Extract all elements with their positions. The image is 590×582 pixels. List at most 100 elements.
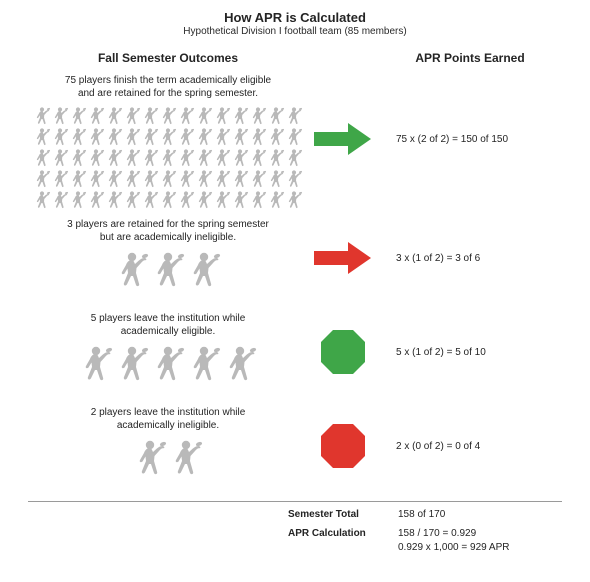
player-icon [249,190,267,211]
player-icon [195,148,213,169]
player-icon [69,190,87,211]
sections: 75 players finish the term academically … [28,75,562,485]
section-desc: 3 players are retained for the spring se… [28,219,308,244]
player-icon [105,190,123,211]
player-icon [123,127,141,148]
left-column-header: Fall Semester Outcomes [28,51,308,65]
octagon-icon [308,407,378,485]
player-icon [33,127,51,148]
player-icon [159,169,177,190]
player-icon [222,344,258,386]
player-icon [78,344,114,386]
player-icon [177,127,195,148]
player-icon [267,106,285,127]
player-icons [28,250,308,292]
player-icon [69,169,87,190]
player-icon [69,106,87,127]
player-icon [186,250,222,292]
arrow-icon [308,219,378,297]
right-column-header: APR Points Earned [378,51,562,65]
points-calc: 75 x (2 of 2) = 150 of 150 [378,75,562,203]
player-icon [132,438,168,480]
player-icon [249,169,267,190]
totals-row-1: Semester Total 158 of 170 [28,508,562,523]
octagon-icon [308,313,378,391]
player-icon [114,344,150,386]
player-icon [267,169,285,190]
player-icon [285,106,303,127]
player-icon [159,127,177,148]
player-icon [285,190,303,211]
player-icon [105,127,123,148]
main-title: How APR is Calculated [28,10,562,25]
player-icon [105,106,123,127]
player-icon [195,106,213,127]
player-icon [141,106,159,127]
section-desc: 2 players leave the institution whileaca… [28,407,308,432]
player-icon [51,190,69,211]
apr-calc-line2: 0.929 x 1,000 = 929 APR [398,542,509,553]
player-icon [168,438,204,480]
player-icon [159,106,177,127]
player-icon [114,250,150,292]
section-desc: 5 players leave the institution whileaca… [28,313,308,338]
player-icon [267,148,285,169]
player-icon [123,106,141,127]
player-icon [105,169,123,190]
section-s4: 2 players leave the institution whileaca… [28,407,562,485]
player-icon [249,106,267,127]
player-icon [105,148,123,169]
player-icon [87,148,105,169]
player-icon [177,148,195,169]
player-icon [87,127,105,148]
player-icon [51,169,69,190]
section-s1: 75 players finish the term academically … [28,75,562,203]
player-icon [267,127,285,148]
player-icon [231,127,249,148]
player-icon [285,169,303,190]
player-icon [249,127,267,148]
player-icon [51,127,69,148]
apr-calc-label: APR Calculation [288,527,398,556]
player-icon [231,169,249,190]
player-icon [213,106,231,127]
player-icon [69,148,87,169]
player-icon [33,106,51,127]
player-icon [159,190,177,211]
player-icon [33,190,51,211]
player-icon [141,127,159,148]
points-calc: 5 x (1 of 2) = 5 of 10 [378,313,562,391]
player-icon [33,148,51,169]
player-icon [231,190,249,211]
player-icon [249,148,267,169]
player-icons [28,344,308,386]
player-icon [177,106,195,127]
divider [28,501,562,502]
player-icon [141,169,159,190]
player-icon [87,106,105,127]
player-icon [267,190,285,211]
infographic-root: How APR is Calculated Hypothetical Divis… [0,0,590,556]
points-calc: 3 x (1 of 2) = 3 of 6 [378,219,562,297]
player-icon [87,190,105,211]
section-s2: 3 players are retained for the spring se… [28,219,562,297]
player-icon [141,148,159,169]
player-icons [28,438,308,480]
player-icon [87,169,105,190]
player-icon [213,190,231,211]
player-icon [51,148,69,169]
player-icon [150,344,186,386]
subtitle: Hypothetical Division I football team (8… [28,26,562,37]
semester-total-value: 158 of 170 [398,508,445,523]
section-s3: 5 players leave the institution whileaca… [28,313,562,391]
player-icon [231,106,249,127]
player-icon [213,148,231,169]
player-icon [69,127,87,148]
semester-total-label: Semester Total [288,508,398,523]
player-icon [213,127,231,148]
section-desc: 75 players finish the term academically … [28,75,308,100]
player-icon [195,127,213,148]
player-icon [51,106,69,127]
player-icon [195,169,213,190]
player-icon [123,169,141,190]
